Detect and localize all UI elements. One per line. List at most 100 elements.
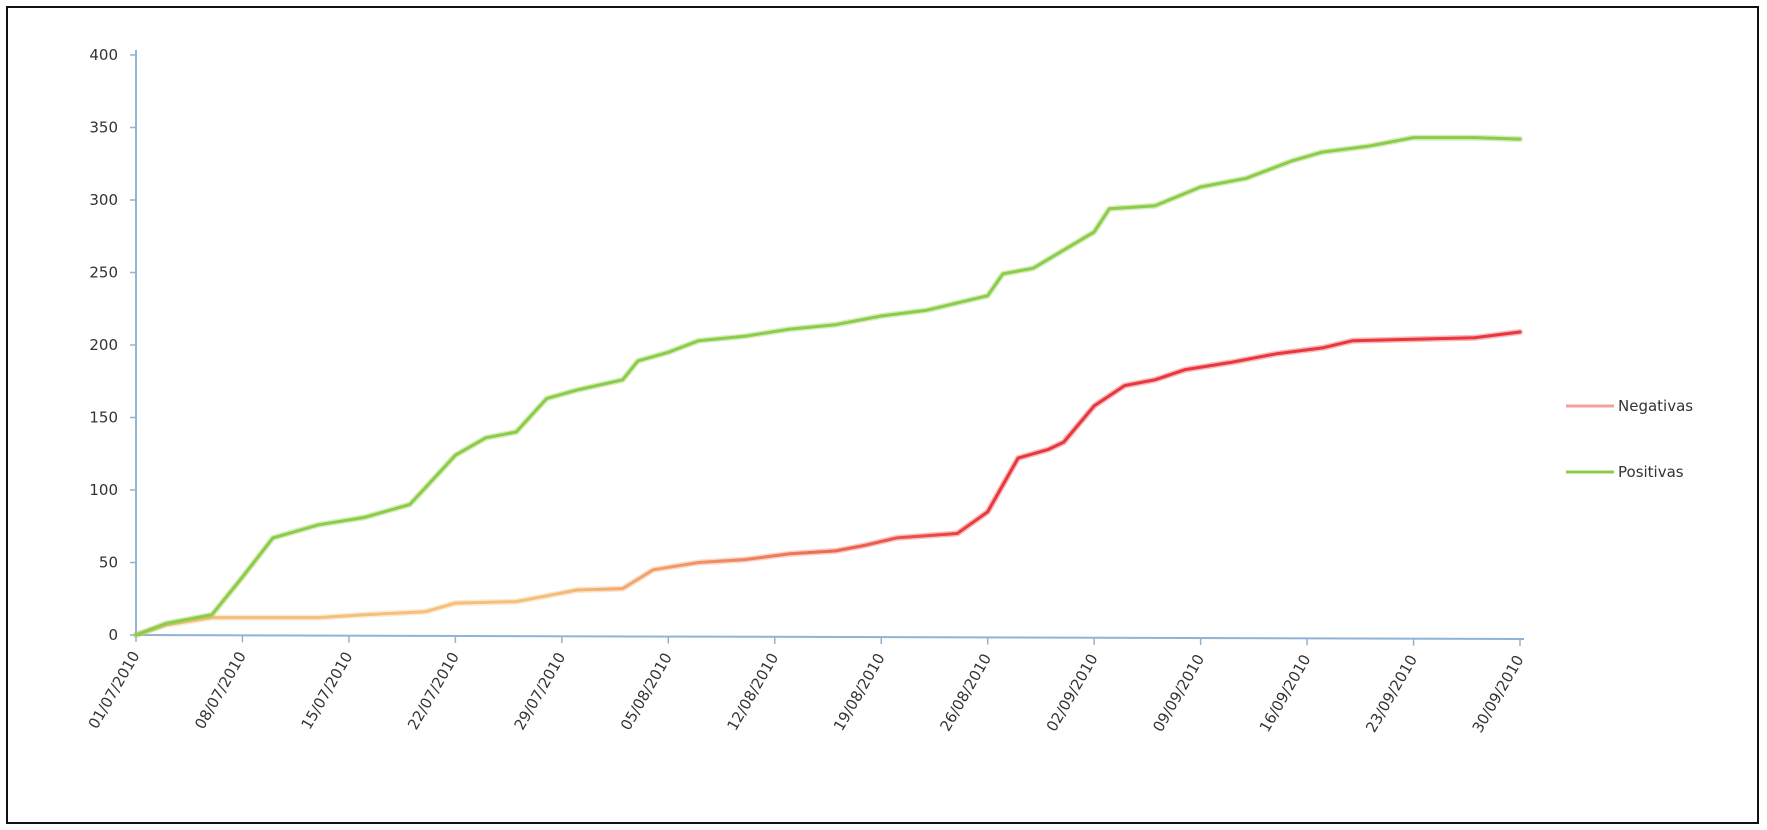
series-positivas-point — [789, 328, 792, 331]
series-layer — [133, 134, 1523, 638]
series-positivas-point — [743, 335, 746, 338]
y-tick-label: 200 — [89, 336, 118, 354]
series-negativas-point — [1184, 368, 1187, 371]
series-negativas-point — [576, 589, 579, 592]
y-tick-label: 300 — [89, 191, 118, 209]
series-negativas-point — [865, 544, 868, 547]
series-negativas-point — [956, 532, 959, 535]
axes: 0 50 100 150 200 250 300 350 400 01/07/2010 08/07/… — [85, 46, 1528, 736]
series-negativas-point — [1519, 331, 1522, 334]
x-tick-label: 22/07/2010 — [404, 649, 463, 733]
x-tick-label: 23/09/2010 — [1362, 652, 1421, 736]
series-negativas-line — [134, 330, 1522, 637]
series-positivas-point — [1032, 267, 1035, 270]
series-positivas-point — [667, 351, 670, 354]
series-positivas-point — [454, 454, 457, 457]
series-positivas-point — [515, 431, 518, 434]
series-positivas-point — [1245, 177, 1248, 180]
series-negativas-point — [789, 552, 792, 555]
series-positivas-point — [545, 397, 548, 400]
series-negativas-point — [1154, 378, 1157, 381]
series-positivas-point — [1366, 145, 1369, 148]
series-negativas-point — [1473, 336, 1476, 339]
series-negativas-point — [895, 536, 898, 539]
x-tick-label: 12/08/2010 — [723, 650, 782, 734]
x-tick-label: 29/07/2010 — [510, 649, 569, 733]
series-negativas-point — [621, 587, 624, 590]
series-positivas-point — [1154, 204, 1157, 207]
series-negativas-point — [697, 561, 700, 564]
series-negativas-point — [271, 616, 274, 619]
series-negativas-point — [363, 613, 366, 616]
series-positivas-point — [621, 378, 624, 381]
x-tick-label: 05/08/2010 — [617, 650, 676, 734]
series-negativas-point — [1047, 448, 1050, 451]
x-tick-label: 09/09/2010 — [1149, 651, 1208, 735]
series-positivas-point — [484, 436, 487, 439]
series-positivas-point — [956, 301, 959, 304]
series-positivas-point — [1519, 138, 1522, 141]
y-tick-label: 400 — [89, 46, 118, 64]
series-positivas-point — [271, 536, 274, 539]
series-negativas-point — [424, 610, 427, 613]
series-positivas-point — [1412, 136, 1415, 139]
y-tick-label: 100 — [89, 481, 118, 499]
series-negativas-point — [1062, 441, 1065, 444]
series-positivas-point — [1473, 136, 1476, 139]
series-negativas-point — [1275, 352, 1278, 355]
series-positivas-point — [1290, 159, 1293, 162]
series-positivas-point — [636, 359, 639, 362]
series-negativas-point — [1093, 404, 1096, 407]
series-positivas-point — [1321, 151, 1324, 154]
series-positivas-point — [363, 516, 366, 519]
series-positivas-point — [211, 613, 214, 616]
series-positivas-point — [241, 576, 244, 579]
series-negativas-point — [1412, 338, 1415, 341]
series-positivas-point — [925, 309, 928, 312]
series-negativas-point — [652, 568, 655, 571]
series-positivas-point — [408, 503, 411, 506]
series-negativas-point — [1017, 457, 1020, 460]
series-positivas-point — [986, 294, 989, 297]
series-negativas-halo — [133, 329, 1523, 638]
x-tick-label: 16/09/2010 — [1256, 651, 1315, 735]
x-tick-label: 02/09/2010 — [1043, 651, 1102, 735]
series-negativas-point — [317, 616, 320, 619]
x-tick-label: 15/07/2010 — [298, 649, 357, 733]
series-positivas-point — [1001, 272, 1004, 275]
y-tick-label: 250 — [89, 264, 118, 282]
series-negativas-point — [1321, 346, 1324, 349]
series-negativas-point — [834, 549, 837, 552]
series-negativas-point — [545, 594, 548, 597]
legend-label-positivas: Positivas — [1618, 463, 1684, 481]
series-positivas-halo — [133, 134, 1523, 638]
series-positivas-point — [135, 634, 138, 637]
series-positivas-point — [165, 622, 168, 625]
series-positivas-line — [134, 136, 1522, 637]
series-positivas-point — [1108, 207, 1111, 210]
y-tick-label: 350 — [89, 119, 118, 137]
series-positivas-point — [834, 323, 837, 326]
y-tick-label: 0 — [108, 626, 118, 644]
series-positivas-point — [1093, 230, 1096, 233]
x-tick-label: 30/09/2010 — [1469, 652, 1528, 736]
series-negativas-point — [986, 510, 989, 513]
x-tick-label: 01/07/2010 — [85, 648, 144, 732]
series-negativas-point — [454, 602, 457, 605]
series-negativas-point — [1123, 384, 1126, 387]
chart-frame — [6, 6, 1759, 824]
series-negativas-point — [743, 558, 746, 561]
series-negativas-point — [1351, 339, 1354, 342]
legend-label-negativas: Negativas — [1618, 397, 1693, 415]
x-tick-label: 08/07/2010 — [191, 648, 250, 732]
y-tick-label: 50 — [99, 554, 118, 572]
series-negativas-point — [1230, 361, 1233, 364]
x-tick-label: 26/08/2010 — [936, 650, 995, 734]
series-positivas-point — [880, 315, 883, 318]
x-tick-label: 19/08/2010 — [830, 650, 889, 734]
series-positivas-point — [697, 339, 700, 342]
x-axis-line — [135, 634, 1525, 640]
y-tick-label: 150 — [89, 409, 118, 427]
series-positivas-point — [317, 523, 320, 526]
